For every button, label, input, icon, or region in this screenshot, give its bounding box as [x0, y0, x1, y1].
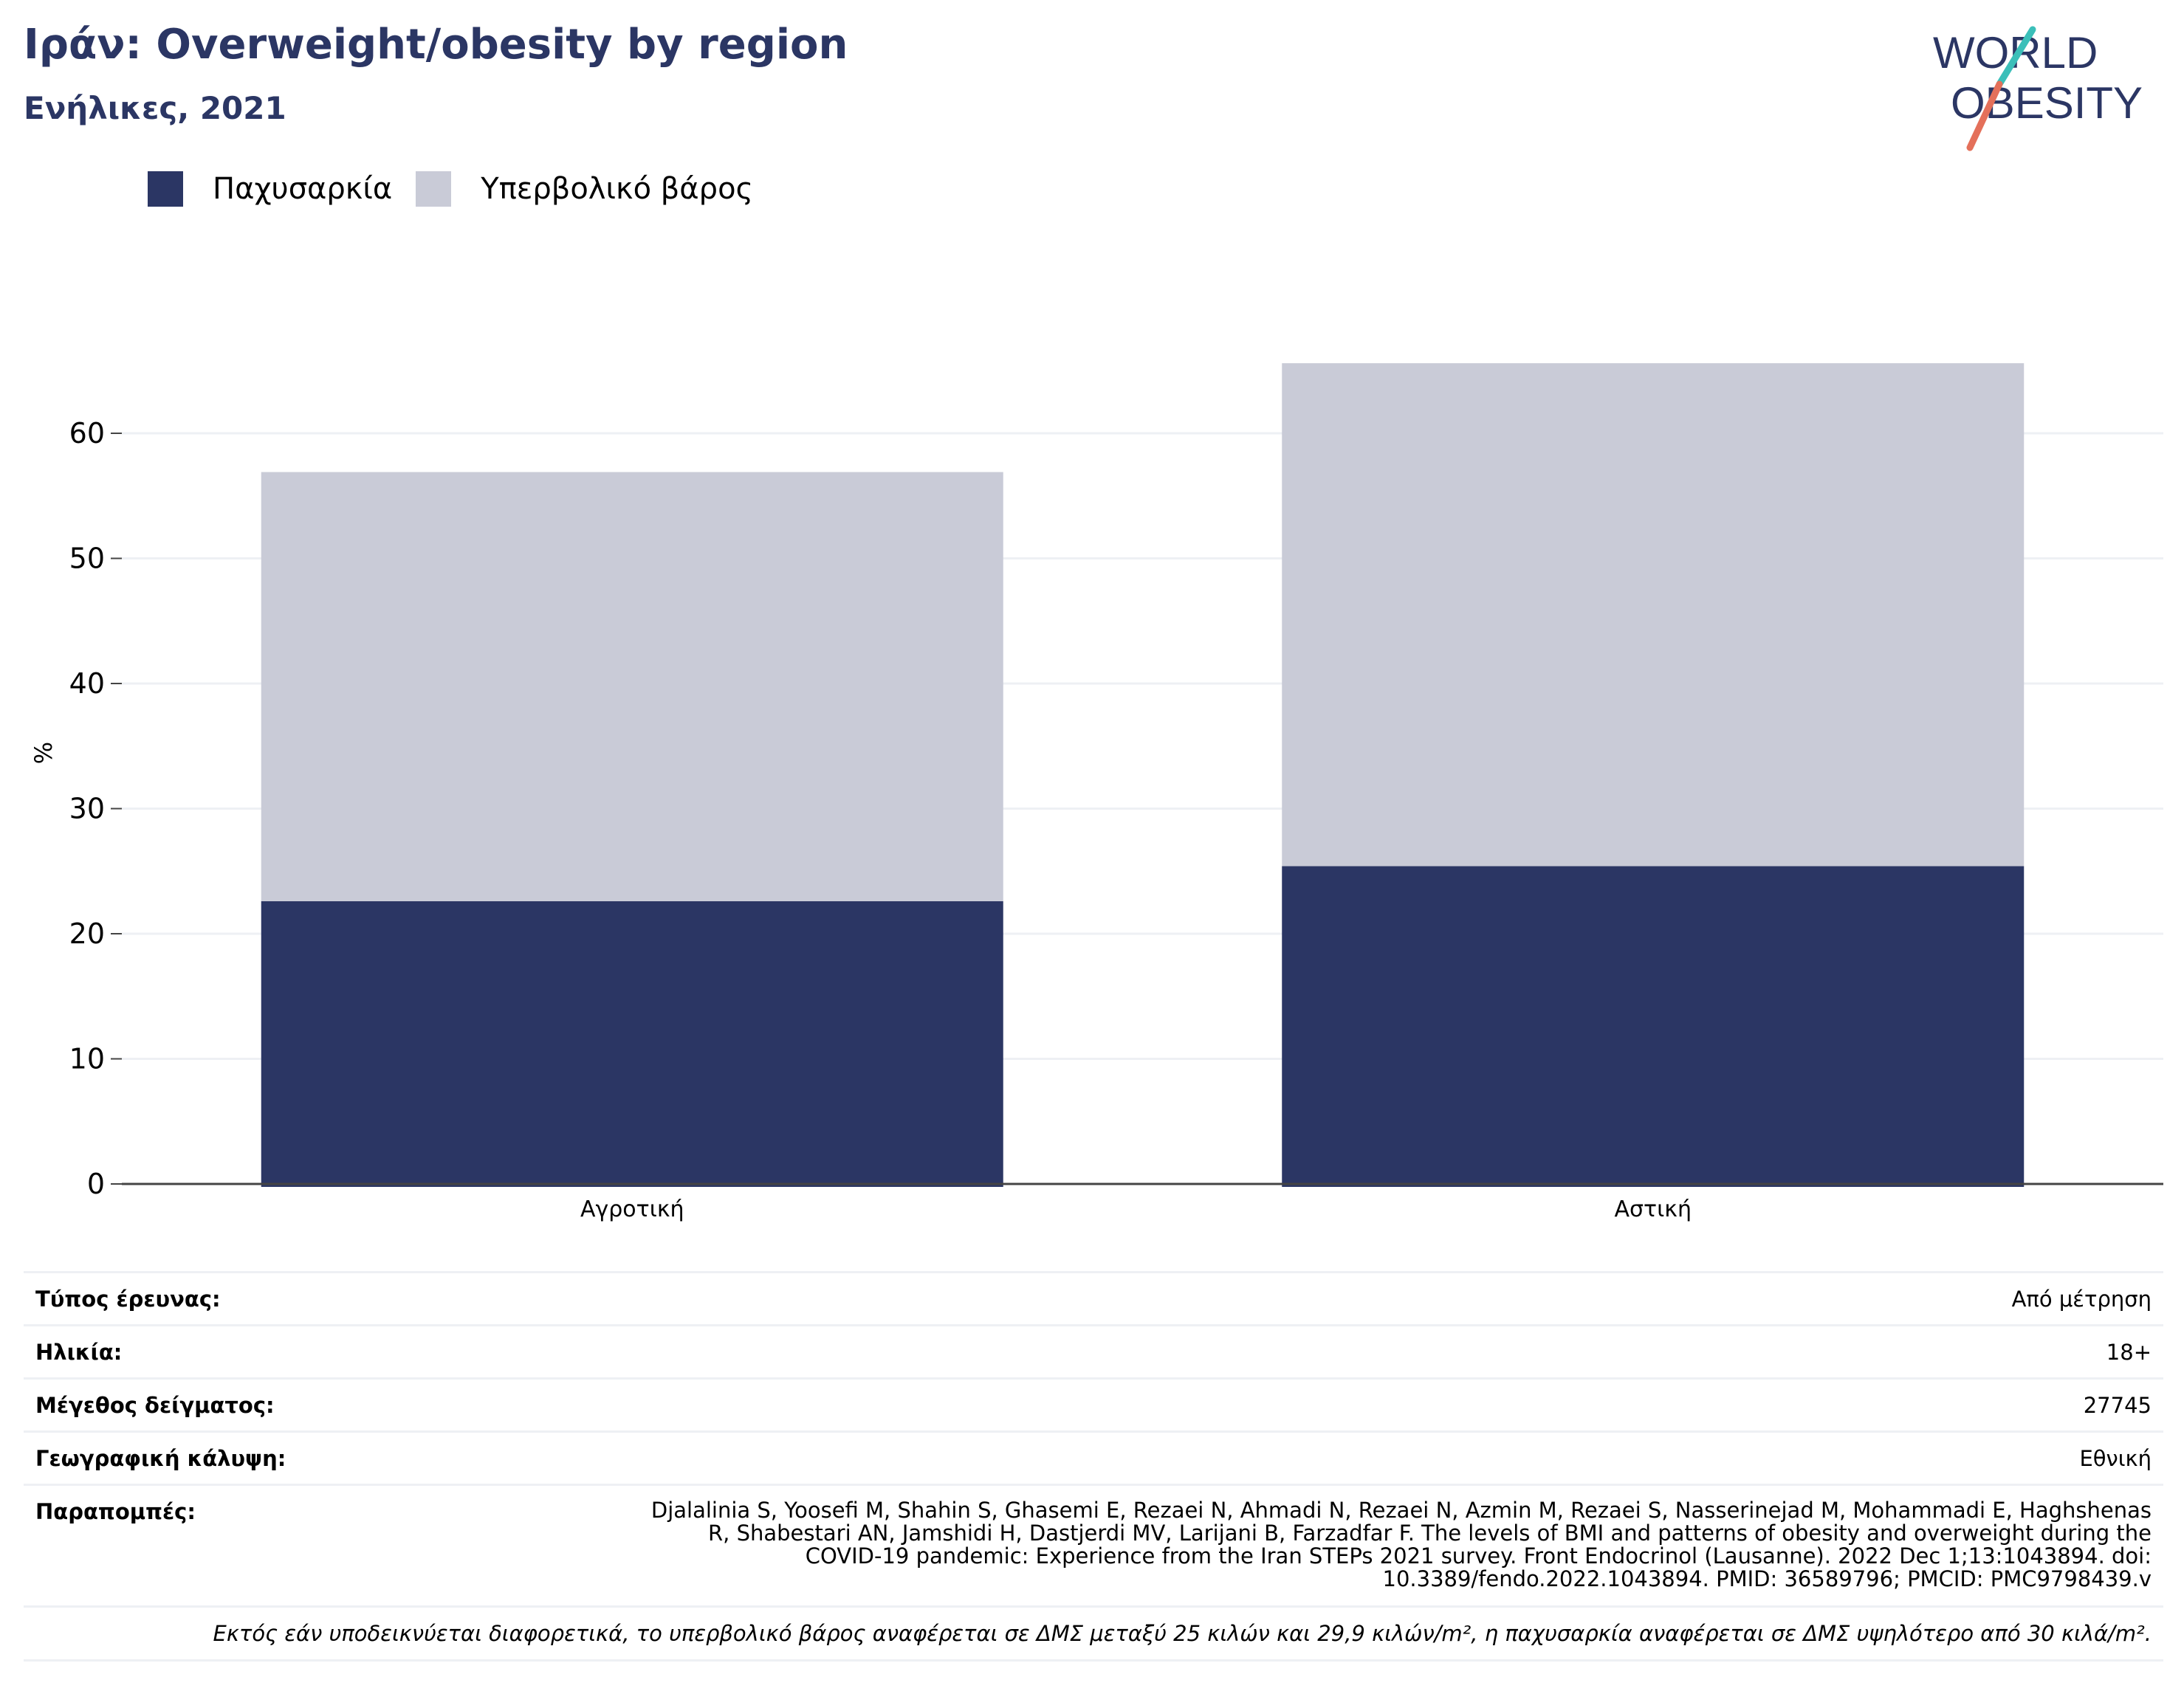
survey-info-table: Τύπος έρευνας: Από μέτρηση Ηλικία: 18+ Μ… — [24, 1271, 2163, 1662]
logo-slash-teal — [1996, 26, 2036, 88]
info-row-sample-size: Μέγεθος δείγματος: 27745 — [24, 1377, 2163, 1430]
y-tick-label: 30 — [69, 793, 105, 825]
page-title: Ιράν: Overweight/obesity by region — [24, 21, 848, 69]
info-value: Εθνική — [2079, 1446, 2152, 1471]
info-value: 18+ — [2106, 1340, 2152, 1365]
reference-line: 10.3389/fendo.2022.1043894. PMID: 365897… — [1382, 1566, 2152, 1591]
info-key: Ηλικία: — [35, 1340, 123, 1365]
legend-swatch-obesity — [148, 171, 183, 207]
definition-note: Εκτός εάν υποδεικνύεται διαφορετικά, το … — [24, 1605, 2163, 1662]
logo-slash-coral — [1966, 80, 2003, 151]
y-tick-label: 10 — [69, 1043, 105, 1075]
bar-segment — [1282, 363, 2025, 867]
reference-line: R, Shabestari AN, Jamshidi H, Dastjerdi … — [708, 1521, 2152, 1546]
bar-segment — [261, 472, 1003, 901]
legend-label-overweight: Υπερβολικό βάρος — [481, 172, 754, 206]
legend-label-obesity: Παχυσαρκία — [213, 172, 393, 206]
info-key: Τύπος έρευνας: — [35, 1287, 221, 1312]
bar-segment — [1282, 866, 2025, 1187]
references-text: Djalalinia S, Yoosefi M, Shahin S, Ghase… — [571, 1499, 2152, 1591]
y-tick-label: 50 — [69, 543, 105, 575]
legend-item-obesity: Παχυσαρκία — [148, 171, 392, 207]
x-tick-label: Αγροτική — [580, 1197, 684, 1222]
info-row-references: Παραπομπές: Djalalinia S, Yoosefi M, Sha… — [24, 1484, 2163, 1605]
info-key: Παραπομπές: — [35, 1499, 196, 1524]
y-tick-label: 60 — [69, 417, 105, 450]
info-key: Μέγεθος δείγματος: — [35, 1393, 275, 1418]
legend-item-overweight: Υπερβολικό βάρος — [416, 171, 753, 207]
y-axis-label: % — [30, 742, 58, 764]
bar-segment — [261, 901, 1003, 1187]
reference-line: Djalalinia S, Yoosefi M, Shahin S, Ghase… — [650, 1498, 2152, 1523]
info-value: Από μέτρηση — [2011, 1287, 2152, 1312]
info-row-survey-type: Τύπος έρευνας: Από μέτρηση — [24, 1271, 2163, 1324]
world-obesity-logo: WORLD OBESITY — [1933, 26, 2143, 151]
info-key: Γεωγραφική κάλυψη: — [35, 1446, 286, 1471]
y-tick-label: 0 — [87, 1168, 105, 1200]
x-tick-label: Αστική — [1615, 1197, 1692, 1222]
y-tick-label: 40 — [69, 667, 105, 700]
info-row-age: Ηλικία: 18+ — [24, 1324, 2163, 1377]
y-tick-label: 20 — [69, 917, 105, 950]
reference-line: COVID-19 pandemic: Experience from the I… — [805, 1543, 2152, 1569]
info-row-coverage: Γεωγραφική κάλυψη: Εθνική — [24, 1430, 2163, 1484]
legend-swatch-overweight — [416, 171, 452, 207]
stacked-bar-chart: 0 10 20 30 40 50 60% Αγροτική Αστική — [30, 363, 2163, 1222]
chart-legend: Παχυσαρκία Υπερβολικό βάρος — [148, 168, 777, 210]
info-value: 27745 — [2083, 1393, 2152, 1418]
page-subtitle: Ενήλικες, 2021 — [24, 90, 286, 126]
